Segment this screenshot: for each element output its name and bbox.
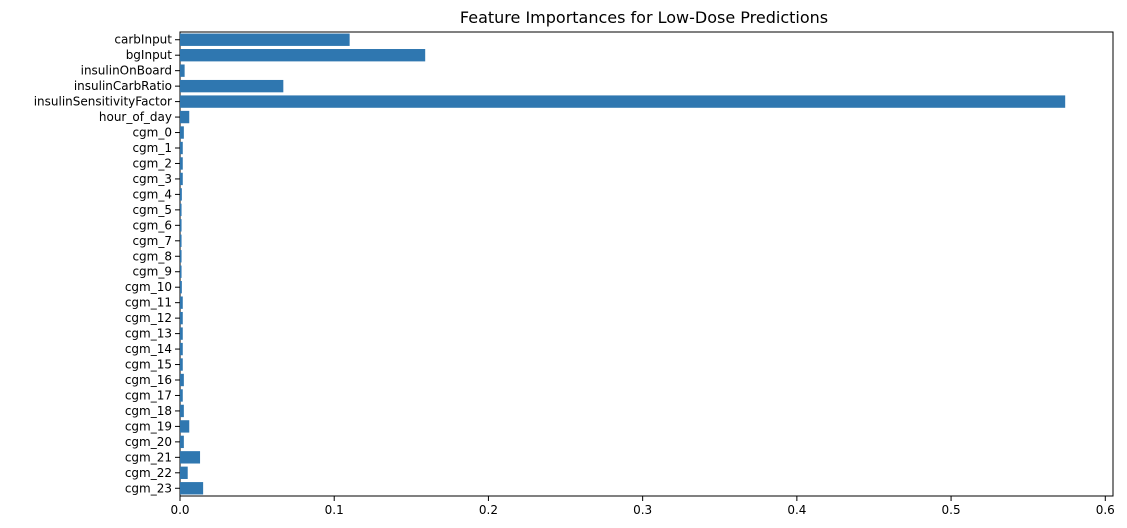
x-tick-label: 0.0 bbox=[170, 503, 189, 517]
y-tick-label: cgm_9 bbox=[132, 265, 172, 279]
bar-cgm_9 bbox=[180, 265, 182, 278]
bar-cgm_0 bbox=[180, 126, 184, 139]
bar-cgm_4 bbox=[180, 188, 182, 201]
y-tick-label: cgm_14 bbox=[125, 342, 172, 356]
bar-cgm_8 bbox=[180, 250, 182, 263]
bar-cgm_5 bbox=[180, 203, 182, 217]
y-tick-label: cgm_6 bbox=[132, 218, 172, 232]
chart-title: Feature Importances for Low-Dose Predict… bbox=[460, 8, 828, 27]
y-tick-label: cgm_21 bbox=[125, 450, 172, 464]
bar-cgm_2 bbox=[180, 157, 183, 170]
bar-insulinOnBoard bbox=[180, 64, 185, 77]
plot-frame bbox=[179, 31, 1114, 497]
bar-cgm_7 bbox=[180, 234, 182, 247]
bar-cgm_11 bbox=[180, 296, 183, 309]
y-tick-label: cgm_12 bbox=[125, 311, 172, 325]
bar-cgm_10 bbox=[180, 281, 182, 294]
y-tick-label: cgm_17 bbox=[125, 388, 172, 402]
y-tick-label: cgm_5 bbox=[132, 203, 172, 217]
y-tick-label: cgm_19 bbox=[125, 419, 172, 433]
y-tick-label: cgm_16 bbox=[125, 373, 172, 387]
bar-cgm_14 bbox=[180, 342, 183, 356]
y-tick-label: cgm_3 bbox=[132, 172, 172, 186]
y-tick-label: cgm_13 bbox=[125, 327, 172, 341]
y-tick-label: cgm_10 bbox=[125, 280, 172, 294]
y-tick-label: cgm_11 bbox=[125, 296, 172, 310]
y-tick-label: insulinCarbRatio bbox=[74, 79, 172, 93]
y-tick-label: cgm_4 bbox=[132, 187, 172, 201]
x-tick-label: 0.3 bbox=[633, 503, 652, 517]
bar-cgm_22 bbox=[180, 466, 188, 479]
y-tick-label: cgm_7 bbox=[132, 234, 172, 248]
bar-insulinCarbRatio bbox=[180, 79, 284, 93]
y-tick-label: hour_of_day bbox=[99, 110, 172, 124]
x-tick-label: 0.4 bbox=[787, 503, 806, 517]
y-tick-label: insulinSensitivityFactor bbox=[34, 95, 172, 109]
bar-cgm_13 bbox=[180, 327, 183, 340]
bar-cgm_6 bbox=[180, 219, 182, 232]
bar-cgm_21 bbox=[180, 451, 201, 464]
bar-cgm_16 bbox=[180, 373, 184, 387]
bar-cgm_19 bbox=[180, 420, 190, 433]
y-tick-label: bgInput bbox=[126, 48, 173, 62]
y-tick-label: cgm_2 bbox=[132, 156, 172, 170]
y-tick-label: cgm_0 bbox=[132, 126, 172, 140]
bar-cgm_1 bbox=[180, 141, 183, 155]
bar-cgm_20 bbox=[180, 435, 184, 449]
bar-carbInput bbox=[180, 33, 350, 46]
bar-cgm_23 bbox=[180, 482, 204, 495]
y-tick-label: cgm_18 bbox=[125, 404, 172, 418]
x-tick-label: 0.5 bbox=[942, 503, 961, 517]
bar-bgInput bbox=[180, 49, 426, 62]
bar-hour_of_day bbox=[180, 110, 190, 124]
y-tick-label: cgm_8 bbox=[132, 249, 172, 263]
x-tick-label: 0.6 bbox=[1096, 503, 1115, 517]
bar-cgm_12 bbox=[180, 311, 183, 325]
y-tick-label: cgm_15 bbox=[125, 358, 172, 372]
y-tick-label: cgm_23 bbox=[125, 481, 172, 495]
bar-cgm_18 bbox=[180, 404, 184, 418]
bar-cgm_3 bbox=[180, 172, 183, 186]
bar-cgm_15 bbox=[180, 358, 183, 371]
y-tick-label: cgm_22 bbox=[125, 466, 172, 480]
y-tick-label: cgm_1 bbox=[132, 141, 172, 155]
y-tick-label: insulinOnBoard bbox=[81, 64, 172, 78]
x-tick-label: 0.1 bbox=[325, 503, 344, 517]
bar-cgm_17 bbox=[180, 389, 183, 402]
bar-insulinSensitivityFactor bbox=[180, 95, 1066, 108]
y-tick-label: cgm_20 bbox=[125, 435, 172, 449]
x-tick-label: 0.2 bbox=[479, 503, 498, 517]
y-tick-label: carbInput bbox=[114, 33, 172, 47]
